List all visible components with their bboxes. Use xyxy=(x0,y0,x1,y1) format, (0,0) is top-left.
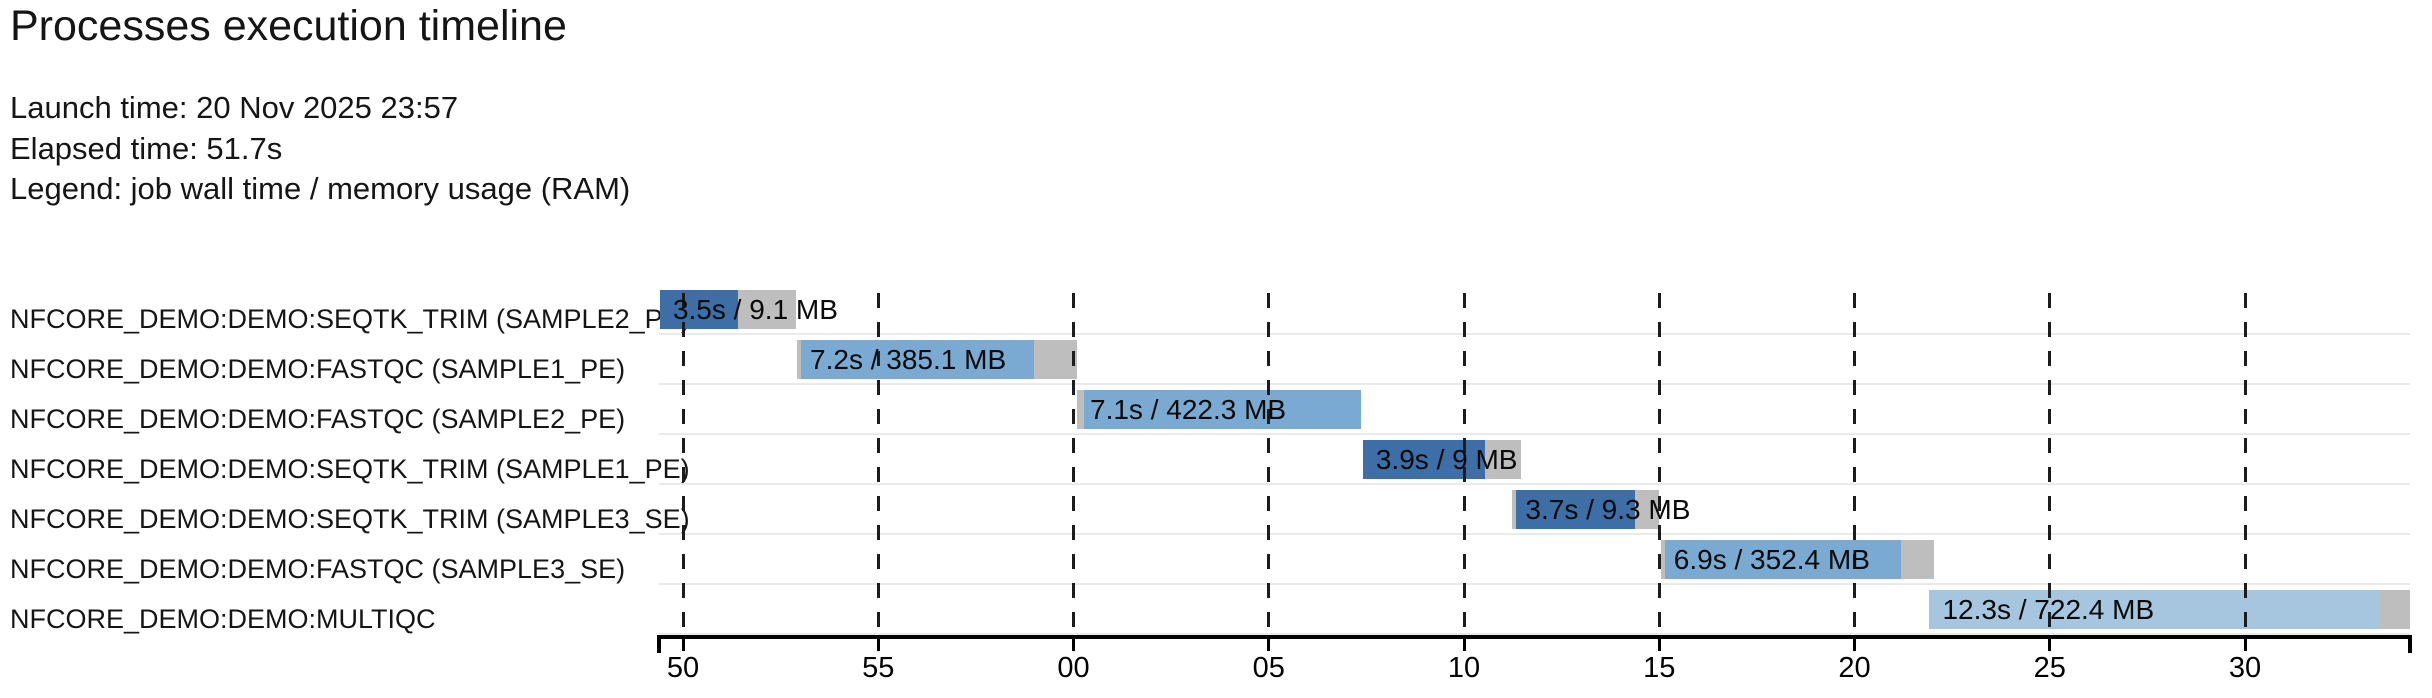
axis-tick-label: 55 xyxy=(862,652,895,684)
timeline-row: 6.9s / 352.4 MB xyxy=(659,535,2410,585)
axis-tick-mark xyxy=(681,635,685,651)
axis-gridline xyxy=(2048,293,2052,635)
axis-tick-label: 20 xyxy=(1838,652,1871,684)
axis-gridline xyxy=(876,293,880,635)
axis-tick-label: 30 xyxy=(2228,652,2262,684)
timeline-plot-area: 3.5s / 9.1 MB 7.2s / 385.1 MB 7.1s / 422.3… xyxy=(657,285,2412,684)
task-bar-label: 6.9s / 352.4 MB xyxy=(1673,544,1870,575)
task-bar[interactable]: 7.2s / 385.1 MB xyxy=(659,340,2410,379)
task-bar-label: 12.3s / 722.4 MB xyxy=(1942,594,2155,625)
task-bar-label: 3.5s / 9.1 MB xyxy=(672,294,838,325)
task-bar-segment xyxy=(1485,440,1521,479)
axis-tick-mark xyxy=(1072,635,1075,651)
task-bar-segment xyxy=(1929,590,2379,629)
elapsed-time-line: Elapsed time: 51.7s xyxy=(10,130,283,166)
task-bar-segment xyxy=(800,340,1035,379)
task-bar-segment xyxy=(2378,590,2410,629)
axis-gridline xyxy=(1462,293,1466,635)
task-bar-segment xyxy=(1034,340,1077,379)
axis-tick-label: 00 xyxy=(1057,652,1090,684)
process-label: NFCORE_DEMO:DEMO:FASTQC (SAMPLE3_SE) xyxy=(10,554,626,584)
legend-line: Legend: job wall time / memory usage (RA… xyxy=(10,171,631,206)
task-bar-segment xyxy=(797,340,801,379)
process-label-column: NFCORE_DEMO:DEMO:SEQTK_TRIM (SAMPLE2_PE)… xyxy=(10,285,690,635)
process-label: NFCORE_DEMO:DEMO:MULTIQC xyxy=(10,604,436,634)
axis-left-cap xyxy=(657,635,661,653)
task-bar[interactable]: 12.3s / 722.4 MB xyxy=(659,590,2410,629)
axis-gridline xyxy=(681,293,685,635)
process-label: NFCORE_DEMO:DEMO:FASTQC (SAMPLE2_PE) xyxy=(10,404,626,434)
axis-gridline xyxy=(1853,293,1856,635)
axis-right-cap xyxy=(2408,635,2412,653)
axis-tick-mark xyxy=(2243,635,2247,651)
task-bar-segment xyxy=(1664,540,1901,579)
task-bar-segment xyxy=(1660,540,1665,579)
time-axis: 50 55 00 05 10 15 20 25 30 xyxy=(657,635,2412,684)
timeline-row: 3.7s / 9.3 MB xyxy=(659,485,2410,535)
task-bar-segment xyxy=(1900,540,1934,579)
task-bar-segment xyxy=(738,290,796,329)
axis-tick-mark xyxy=(1267,635,1271,651)
axis-tick-mark xyxy=(1853,635,1856,651)
task-bar[interactable]: 3.5s / 9.1 MB xyxy=(659,290,2410,329)
timeline-row: 7.2s / 385.1 MB xyxy=(659,335,2410,385)
task-bar-label: 7.2s / 385.1 MB xyxy=(810,344,1007,375)
task-bar[interactable]: 3.7s / 9.3 MB xyxy=(659,490,2410,529)
task-bar-segment xyxy=(1516,490,1636,529)
axis-gridline xyxy=(1657,293,1661,635)
report-info-block: Launch time: 20 Nov 2025 23:57 Elapsed t… xyxy=(10,88,630,210)
axis-tick-label: 05 xyxy=(1252,652,1285,684)
axis-tick-mark xyxy=(2048,635,2052,651)
timeline-row: 3.5s / 9.1 MB xyxy=(659,285,2410,335)
axis-tick-label: 10 xyxy=(1447,652,1481,684)
axis-gridline xyxy=(2243,293,2247,635)
axis-tick-label: 50 xyxy=(666,652,700,684)
task-bar[interactable]: 6.9s / 352.4 MB xyxy=(659,540,2410,579)
task-bar[interactable]: 3.9s / 9 MB xyxy=(659,440,2410,479)
timeline-row: 3.9s / 9 MB xyxy=(659,435,2410,485)
process-label: NFCORE_DEMO:DEMO:SEQTK_TRIM (SAMPLE1_PE) xyxy=(10,454,690,484)
axis-gridline xyxy=(1072,293,1075,635)
task-bar-segment xyxy=(1512,490,1517,529)
task-bar-label: 3.9s / 9 MB xyxy=(1375,444,1518,475)
axis-gridline xyxy=(1267,293,1271,635)
axis-tick-mark xyxy=(1462,635,1466,651)
task-bar-segment xyxy=(1084,390,1361,429)
process-label: NFCORE_DEMO:DEMO:SEQTK_TRIM (SAMPLE2_PE) xyxy=(10,304,690,334)
task-bar-segment xyxy=(1077,390,1085,429)
axis-tick-label: 25 xyxy=(2033,652,2066,684)
axis-tick-label: 15 xyxy=(1643,652,1676,684)
task-bar[interactable]: 7.1s / 422.3 MB xyxy=(659,390,2410,429)
launch-time-line: Launch time: 20 Nov 2025 23:57 xyxy=(10,90,459,125)
task-bar-label: 3.7s / 9.3 MB xyxy=(1525,494,1691,525)
axis-tick-mark xyxy=(1657,635,1661,651)
task-bar-segment xyxy=(1635,490,1659,529)
task-bar-label: 7.1s / 422.3 MB xyxy=(1090,394,1287,425)
process-label: NFCORE_DEMO:DEMO:SEQTK_TRIM (SAMPLE3_SE) xyxy=(10,504,690,534)
axis-tick-mark xyxy=(876,635,880,651)
page-title: Processes execution timeline xyxy=(10,2,567,50)
timeline-row: 12.3s / 722.4 MB xyxy=(659,585,2410,635)
timeline-row: 7.1s / 422.3 MB xyxy=(659,385,2410,435)
task-bar-segment xyxy=(659,290,739,329)
process-label: NFCORE_DEMO:DEMO:FASTQC (SAMPLE1_PE) xyxy=(10,354,626,384)
